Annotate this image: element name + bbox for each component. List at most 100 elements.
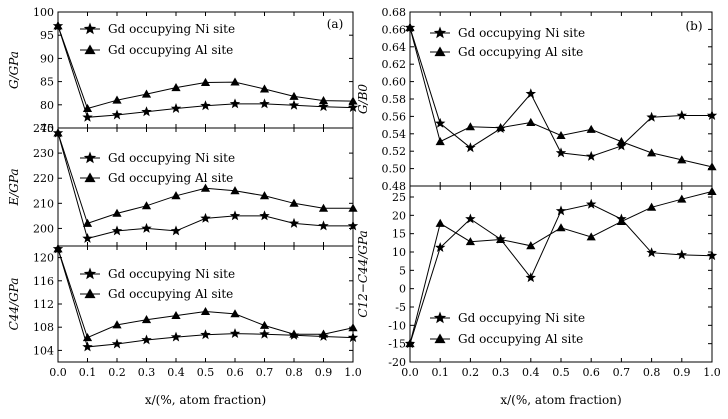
y-axis-label: G/B0 <box>356 84 370 114</box>
y-tick-label: 0.58 <box>382 93 407 106</box>
y-tick-label: 0.66 <box>382 23 407 36</box>
triangle-point <box>171 83 181 92</box>
triangle-point <box>586 232 596 241</box>
x-tick-label: 1.0 <box>344 366 362 379</box>
star-point <box>259 328 270 339</box>
legend-star-icon <box>83 151 97 164</box>
x-tick-label: 1.0 <box>703 366 721 379</box>
star-point <box>525 88 536 99</box>
y-tick-label: 20 <box>392 209 406 222</box>
y-tick-label: 200 <box>33 222 54 235</box>
triangle-point <box>112 95 122 104</box>
star-point <box>229 210 241 221</box>
triangle-point <box>348 203 358 212</box>
star-point <box>141 334 152 345</box>
legend-triangle-icon <box>84 44 96 55</box>
x-tick-label: 0.9 <box>673 366 691 379</box>
y-tick-label: 240 <box>33 122 54 135</box>
triangle-point <box>647 202 657 211</box>
x-tick-label: 0.2 <box>108 366 126 379</box>
y-tick-label: 0.64 <box>382 41 407 54</box>
star-point <box>706 110 718 120</box>
y-tick-label: -15 <box>388 338 406 351</box>
triangle-point <box>53 128 63 137</box>
y-tick-label: 230 <box>33 147 54 160</box>
triangle-point <box>526 117 536 126</box>
legend-triangle-icon <box>84 288 96 299</box>
triangle-point <box>586 124 596 133</box>
x-tick-label: 0.1 <box>79 366 97 379</box>
triangle-point <box>200 77 211 86</box>
triangle-point <box>230 77 240 86</box>
y-axis-label: C12−C44/GPa <box>356 230 370 317</box>
star-point <box>676 110 687 120</box>
triangle-point <box>230 186 240 195</box>
star-point <box>616 140 627 151</box>
legend-star-icon <box>83 22 97 35</box>
legend-star-icon <box>433 26 447 39</box>
triangle-point <box>647 148 657 157</box>
triangle-point <box>318 329 329 338</box>
x-tick-label: 0.4 <box>522 366 540 379</box>
star-point <box>318 101 329 112</box>
star-point <box>318 220 329 231</box>
y-axis-label: G/GPa <box>7 51 21 89</box>
star-point <box>111 109 123 120</box>
y-tick-label: 120 <box>33 252 54 265</box>
triangle-point <box>405 339 415 348</box>
star-point <box>82 111 93 122</box>
legend-label: Gd occupying Al site <box>108 43 233 57</box>
y-axis-label: E/GPa <box>7 168 21 206</box>
star-point <box>288 99 300 110</box>
triangle-point <box>616 216 626 226</box>
legend-triangle-icon <box>434 46 446 57</box>
triangle-point <box>82 218 93 227</box>
panel-label: (b) <box>685 19 702 33</box>
star-point <box>435 117 446 128</box>
x-tick-label: 0.5 <box>552 366 570 379</box>
triangle-point <box>171 191 181 200</box>
star-point <box>141 222 152 233</box>
triangle-point <box>707 186 717 195</box>
triangle-point <box>496 234 506 243</box>
triangle-point <box>82 103 93 112</box>
y-tick-label: 0.50 <box>382 163 407 176</box>
x-tick-label: 0.7 <box>256 366 274 379</box>
legend-label: Gd occupying Al site <box>458 45 583 59</box>
triangle-point <box>259 191 270 200</box>
triangle-point <box>348 96 358 105</box>
star-point <box>586 198 597 209</box>
star-point <box>525 272 536 283</box>
star-point <box>646 111 657 122</box>
legend-label: Gd occupying Ni site <box>458 26 585 40</box>
star-point <box>465 213 476 224</box>
triangle-point <box>677 194 687 203</box>
triangle-point <box>230 309 240 318</box>
star-point <box>435 242 446 252</box>
triangle-point <box>141 89 152 98</box>
star-point <box>111 338 123 349</box>
y-tick-label: 75 <box>40 122 54 135</box>
triangle-point <box>200 306 211 315</box>
x-tick-label: 0.7 <box>613 366 631 379</box>
x-axis-label: x/(%, atom fraction) <box>500 393 621 407</box>
y-tick-label: 25 <box>392 191 406 204</box>
y-tick-label: 100 <box>33 6 54 19</box>
y-tick-label: 80 <box>40 99 54 112</box>
triangle-point <box>556 223 566 232</box>
panel-label: (a) <box>327 17 344 31</box>
y-tick-label: -5 <box>395 301 406 314</box>
star-point <box>229 98 241 109</box>
y-tick-label: 0 <box>399 283 406 296</box>
star-point <box>170 103 182 113</box>
star-point <box>555 205 567 216</box>
legend-triangle-icon <box>434 333 446 344</box>
triangle-point <box>112 320 122 329</box>
y-tick-label: -20 <box>388 356 406 369</box>
star-point <box>676 249 687 260</box>
y-tick-label: 0.62 <box>382 58 407 71</box>
x-axis-label: x/(%, atom fraction) <box>145 393 266 407</box>
y-tick-label: 85 <box>40 76 54 89</box>
y-tick-label: 0.56 <box>382 110 407 123</box>
